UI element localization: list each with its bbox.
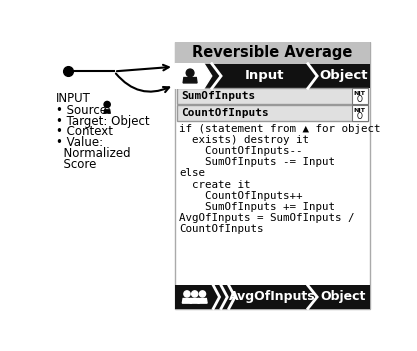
- Text: O: O: [357, 95, 363, 104]
- Polygon shape: [175, 64, 212, 88]
- Text: O: O: [357, 112, 363, 120]
- Text: AvgOfInputs: AvgOfInputs: [229, 291, 316, 304]
- FancyBboxPatch shape: [352, 88, 367, 104]
- Text: Score: Score: [56, 158, 96, 171]
- Text: • Source:: • Source:: [56, 104, 115, 117]
- Text: CountOfInputs--: CountOfInputs--: [179, 146, 303, 156]
- Text: SumOfInputs -= Input: SumOfInputs -= Input: [179, 157, 335, 167]
- Polygon shape: [190, 299, 199, 303]
- Text: Object: Object: [319, 69, 368, 82]
- Text: NIT: NIT: [354, 91, 366, 96]
- Circle shape: [199, 291, 206, 297]
- FancyBboxPatch shape: [175, 64, 370, 88]
- FancyBboxPatch shape: [175, 42, 370, 309]
- FancyBboxPatch shape: [352, 105, 367, 121]
- Text: Object: Object: [321, 291, 366, 304]
- Text: else: else: [179, 168, 205, 178]
- Polygon shape: [183, 78, 197, 83]
- Circle shape: [186, 69, 194, 77]
- Text: INPUT: INPUT: [56, 92, 91, 105]
- Text: NIT: NIT: [354, 108, 366, 113]
- Text: CountOfInputs: CountOfInputs: [181, 108, 269, 118]
- Text: Reversible Average: Reversible Average: [192, 45, 352, 60]
- Text: SumOfInputs += Input: SumOfInputs += Input: [179, 202, 335, 212]
- Text: create it: create it: [179, 180, 251, 190]
- Text: CountOfInputs++: CountOfInputs++: [179, 191, 303, 201]
- Text: CountOfInputs: CountOfInputs: [179, 224, 264, 234]
- Circle shape: [104, 101, 110, 107]
- FancyBboxPatch shape: [175, 285, 370, 309]
- FancyBboxPatch shape: [177, 88, 367, 104]
- Text: AvgOfInputs = SumOfInputs /: AvgOfInputs = SumOfInputs /: [179, 213, 355, 223]
- Text: Input: Input: [245, 69, 284, 82]
- Polygon shape: [198, 299, 207, 303]
- FancyBboxPatch shape: [175, 42, 370, 64]
- Circle shape: [184, 291, 190, 297]
- Polygon shape: [103, 109, 111, 114]
- Text: if (statement from ▲ for object: if (statement from ▲ for object: [179, 124, 381, 134]
- Circle shape: [192, 291, 198, 297]
- Polygon shape: [182, 299, 192, 303]
- Text: • Context: • Context: [56, 125, 113, 138]
- FancyBboxPatch shape: [177, 105, 367, 121]
- Text: • Target: Object: • Target: Object: [56, 114, 150, 127]
- Text: SumOfInputs: SumOfInputs: [181, 91, 255, 101]
- Text: • Value:: • Value:: [56, 136, 103, 149]
- Text: exists) destroy it: exists) destroy it: [179, 135, 309, 145]
- Text: Normalized: Normalized: [56, 147, 131, 160]
